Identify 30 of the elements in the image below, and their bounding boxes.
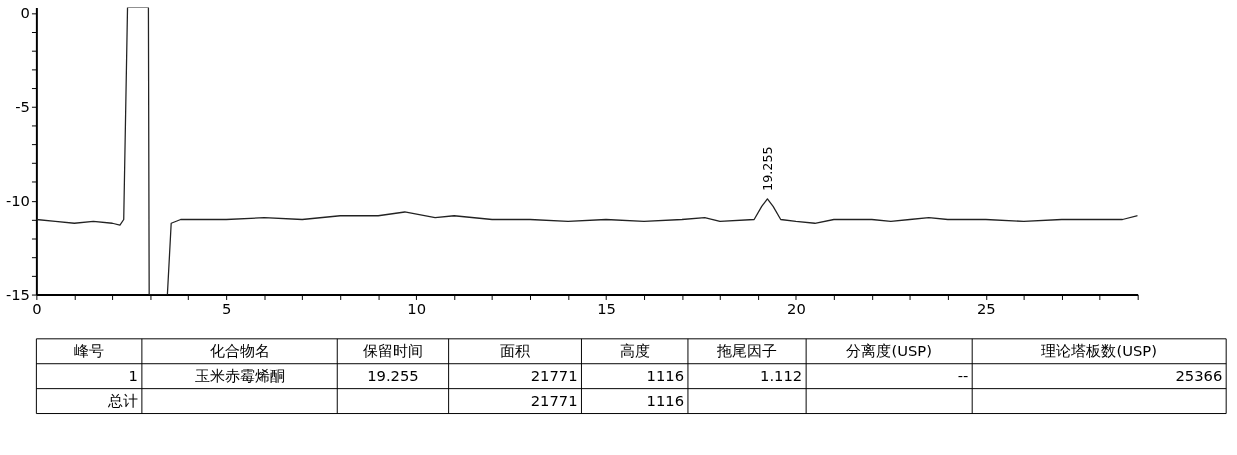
category-label: 峰号 xyxy=(74,342,105,360)
y-tick-label: -15 xyxy=(5,285,30,303)
text: 19.255 xyxy=(367,367,419,385)
text: 1 xyxy=(128,367,138,385)
text: 1116 xyxy=(646,392,685,410)
x-tick-label: 10 xyxy=(407,299,427,317)
text: 21771 xyxy=(530,367,578,385)
y-tick-label: -10 xyxy=(5,192,30,210)
category-label: 高度 xyxy=(619,342,650,360)
x-tick-label: 20 xyxy=(787,299,806,317)
category-label: 理论塔板数(USP) xyxy=(1041,342,1157,360)
annotation: 19.255 xyxy=(759,146,775,191)
text: 总计 xyxy=(106,392,138,410)
x-tick-label: 0 xyxy=(32,299,42,317)
text: 25366 xyxy=(1175,367,1223,385)
text: 1116 xyxy=(646,367,685,385)
category-label: 保留时间 xyxy=(362,342,423,360)
text: 玉米赤霉烯酮 xyxy=(194,367,285,385)
category-label: 化合物名 xyxy=(209,342,270,360)
text: -- xyxy=(957,367,969,385)
y-tick-label: 0 xyxy=(20,4,30,22)
y-tick-label: -5 xyxy=(15,98,30,116)
text: 1.112 xyxy=(760,367,803,385)
category-label: 分离度(USP) xyxy=(846,342,932,360)
x-tick-label: 25 xyxy=(976,299,996,317)
x-tick-label: 5 xyxy=(222,299,232,317)
text: 21771 xyxy=(530,392,578,410)
category-label: 面积 xyxy=(500,342,531,360)
x-tick-label: 15 xyxy=(597,299,616,317)
category-label: 拖尾因子 xyxy=(716,342,778,360)
